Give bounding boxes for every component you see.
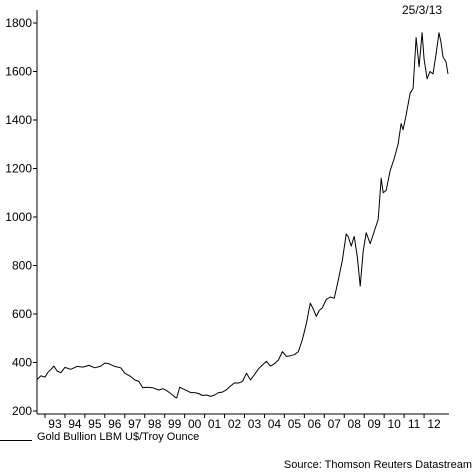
x-tick-label: 01 bbox=[208, 417, 222, 431]
y-tick-label: 800 bbox=[12, 259, 32, 273]
x-tick-label: 04 bbox=[268, 417, 282, 431]
gold-price-line bbox=[36, 32, 449, 399]
chart-source: Source: Thomson Reuters Datastream bbox=[283, 459, 472, 471]
x-tick-label: 96 bbox=[108, 417, 122, 431]
y-tick-label: 1800 bbox=[5, 16, 32, 30]
y-tick-label: 400 bbox=[12, 356, 32, 370]
x-tick-label: 02 bbox=[228, 417, 242, 431]
x-tick-label: 08 bbox=[348, 417, 362, 431]
legend-series-label: Gold Bullion LBM U$/Troy Ounce bbox=[37, 431, 200, 443]
y-tick-label: 1600 bbox=[5, 65, 32, 79]
x-tick-label: 06 bbox=[308, 417, 322, 431]
x-tick-label: 07 bbox=[328, 417, 342, 431]
x-tick-label: 99 bbox=[168, 417, 182, 431]
x-tick-label: 03 bbox=[248, 417, 262, 431]
x-tick-label: 11 bbox=[408, 417, 421, 431]
x-tick-label: 00 bbox=[188, 417, 202, 431]
y-tick-label: 1200 bbox=[5, 162, 32, 176]
chart-legend: Gold Bullion LBM U$/Troy Ounce bbox=[0, 430, 260, 444]
x-tick-label: 10 bbox=[387, 417, 401, 431]
chart-date: 25/3/13 bbox=[402, 3, 443, 17]
legend-line-swatch bbox=[0, 440, 32, 441]
x-tick-label: 93 bbox=[48, 417, 62, 431]
x-tick-label: 12 bbox=[427, 417, 441, 431]
x-tick-label: 97 bbox=[128, 417, 142, 431]
x-tick-label: 95 bbox=[88, 417, 102, 431]
y-tick-label: 600 bbox=[12, 307, 32, 321]
y-axis-ticks: 200 400 600 800 1000 1200 1400 1600 1800 bbox=[5, 16, 37, 418]
x-tick-label: 98 bbox=[148, 417, 162, 431]
x-axis-ticks: 93 94 95 96 97 98 99 00 01 02 03 04 05 06 07 08 09 10 11 12 bbox=[44, 414, 441, 431]
x-tick-label: 94 bbox=[68, 417, 82, 431]
x-tick-label: 09 bbox=[368, 417, 382, 431]
x-tick-label: 05 bbox=[288, 417, 302, 431]
y-tick-label: 1400 bbox=[5, 113, 32, 127]
y-tick-label: 1000 bbox=[5, 210, 32, 224]
plot-frame bbox=[36, 10, 449, 415]
y-tick-label: 200 bbox=[12, 404, 32, 418]
